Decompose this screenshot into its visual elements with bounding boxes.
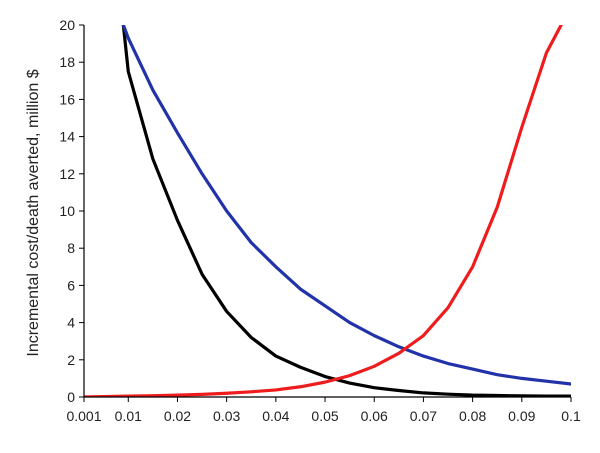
y-tick-label: 4 [67, 315, 75, 331]
plot-area [84, 25, 571, 397]
series-line-1 [121, 25, 571, 397]
y-tick-label: 0 [67, 389, 75, 405]
x-tick-label: 0.04 [262, 408, 289, 424]
y-tick-label: 2 [67, 352, 75, 368]
tick-labels: 0 2 4 6 8 10 12 14 16 18 20 0.001 0.01 0.02 0.03 0.04 0.… [59, 17, 581, 424]
axes [79, 24, 572, 402]
x-tick-label: 0.01 [115, 408, 142, 424]
x-tick-label: 0.05 [311, 408, 338, 424]
y-axis-title: Incremental cost/death averted, million … [25, 69, 42, 356]
y-tick-label: 8 [67, 240, 75, 256]
x-tick-label: 0.02 [164, 408, 191, 424]
y-tick-label: 18 [59, 54, 75, 70]
x-tick-label: 0.08 [459, 408, 486, 424]
x-tick-label: 0.1 [561, 408, 581, 424]
x-tick-label: 0.03 [213, 408, 240, 424]
y-tick-label: 10 [59, 203, 75, 219]
x-tick-label: 0.09 [508, 408, 535, 424]
series-line-2 [121, 25, 571, 386]
series-line-3 [84, 25, 563, 397]
x-tick-label: 0.06 [361, 408, 388, 424]
y-tick-label: 6 [67, 277, 75, 293]
x-tick-label: 0.001 [66, 408, 101, 424]
y-tick-label: 12 [59, 166, 75, 182]
x-tick-label: 0.07 [410, 408, 437, 424]
y-tick-label: 16 [59, 91, 75, 107]
y-tick-label: 20 [59, 17, 75, 33]
y-tick-label: 14 [59, 129, 75, 145]
